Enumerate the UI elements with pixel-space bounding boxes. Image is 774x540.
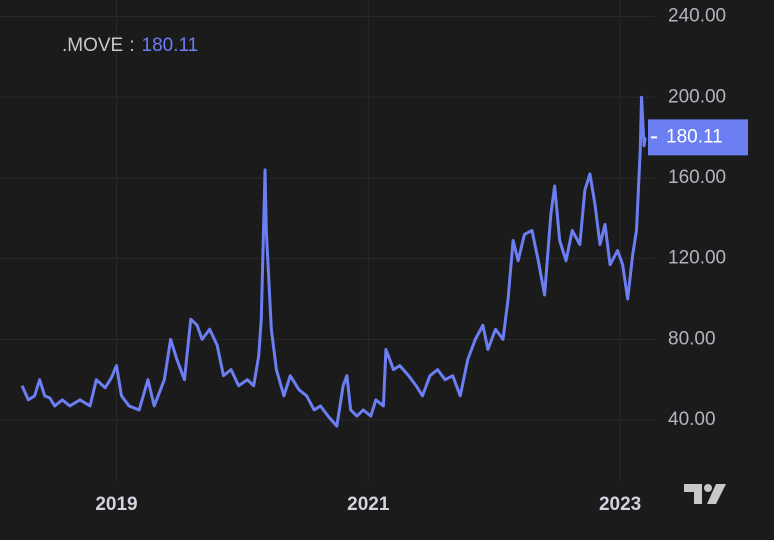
legend-value: 180.11 (142, 35, 199, 56)
legend-separator: : (129, 35, 134, 56)
y-tick-label: 80.00 (668, 328, 716, 349)
series-line (20, 95, 647, 428)
y-tick-label: 240.00 (668, 6, 726, 27)
y-tick-label: 40.00 (668, 409, 716, 430)
legend-name: .MOVE (62, 35, 123, 56)
x-tick-label: 2023 (599, 494, 641, 515)
price-tag-label: 180.11 (666, 126, 723, 147)
y-tick-label: 200.00 (668, 86, 726, 107)
x-tick-label: 2021 (347, 494, 390, 515)
price-tag (648, 119, 748, 156)
y-tick-label: 160.00 (668, 167, 726, 188)
tradingview-logo (684, 484, 726, 504)
x-tick-label: 2019 (95, 494, 137, 515)
legend: .MOVE:180.11 (62, 35, 198, 56)
y-tick-label: 120.00 (668, 248, 726, 269)
